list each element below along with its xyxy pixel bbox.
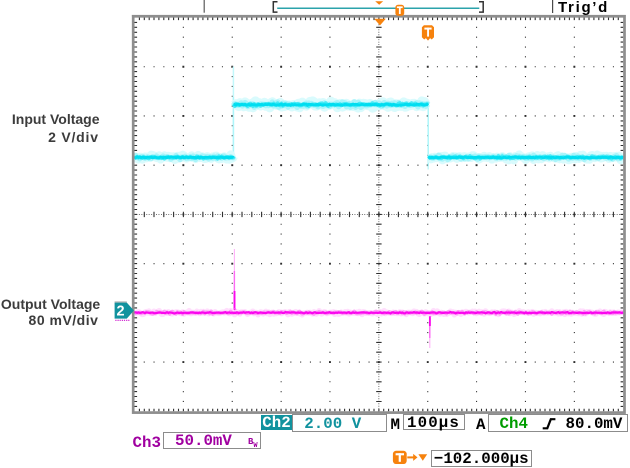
svg-text:2: 2	[117, 303, 125, 319]
